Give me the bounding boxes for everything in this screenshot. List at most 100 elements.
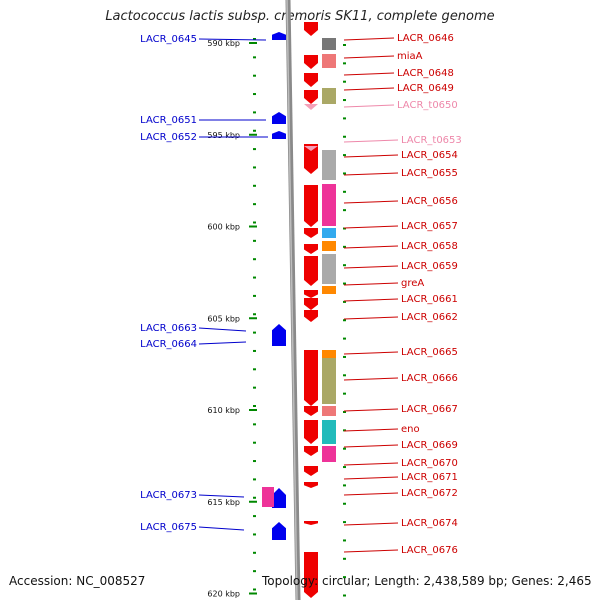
scale-tick (253, 441, 256, 444)
forward-gene-glyph (304, 420, 318, 444)
label-leader-line (343, 549, 399, 553)
forward-gene-glyph (304, 466, 318, 476)
scale-tick (343, 99, 346, 102)
label-leader-line (198, 327, 247, 332)
label-leader-line (343, 408, 399, 412)
label-leader-line (343, 139, 399, 143)
forward-gene-glyph (304, 482, 318, 488)
gene-class-block (322, 358, 336, 404)
scale-tick (253, 148, 256, 151)
backbone-line (285, 0, 301, 600)
reverse-gene-label: LACR_0673 (140, 490, 197, 501)
gene-class-block (322, 184, 336, 226)
scale-tick (343, 355, 346, 358)
scale-tick (253, 294, 256, 297)
gene-class-block (322, 241, 336, 251)
scale-major-tick (249, 42, 257, 44)
scale-tick (343, 337, 346, 340)
reverse-gene-label: LACR_0675 (140, 522, 197, 533)
forward-gene-label: LACR_0665 (401, 347, 458, 358)
label-leader-line (343, 245, 399, 249)
label-leader-line (198, 494, 245, 498)
forward-gene-glyph (304, 55, 318, 69)
reverse-gene-label: LACR_0663 (140, 323, 197, 334)
gene-class-block (322, 150, 336, 180)
reverse-gene-glyph (272, 340, 286, 346)
label-leader-line (343, 462, 399, 466)
reverse-gene-label: LACR_0664 (140, 339, 197, 350)
label-leader-line (343, 172, 399, 176)
label-leader-line (343, 282, 399, 286)
gene-class-block (322, 446, 336, 462)
scale-major-tick (249, 592, 257, 595)
scale-major-tick (249, 317, 257, 320)
scale-tick (343, 319, 346, 322)
gene-class-block (322, 254, 336, 284)
scale-tick (253, 203, 256, 206)
label-leader-line (343, 351, 399, 355)
scale-tick (343, 190, 346, 193)
scale-tick (343, 447, 346, 450)
trna-label: LACR_t0650 (397, 100, 458, 111)
forward-gene-label: LACR_0661 (401, 294, 458, 305)
forward-gene-glyph (304, 552, 318, 598)
gene-class-block (322, 406, 336, 416)
label-leader-line (343, 87, 395, 91)
scale-tick (253, 349, 256, 352)
topology-text: Topology: circular; Length: 2,438,589 bp… (262, 574, 592, 588)
gene-class-block (322, 228, 336, 238)
forward-gene-label: LACR_0667 (401, 404, 458, 415)
scale-label: 615 kbp (207, 498, 240, 507)
forward-gene-label: LACR_0649 (397, 83, 454, 94)
scale-major-tick (249, 225, 257, 228)
forward-gene-glyph (304, 290, 318, 298)
forward-gene-label: LACR_0669 (401, 440, 458, 451)
scale-major-tick (249, 133, 257, 136)
forward-gene-label: LACR_0671 (401, 472, 458, 483)
scale-tick (253, 405, 256, 407)
scale-tick (343, 374, 346, 377)
scale-tick (253, 56, 256, 59)
scale-tick (343, 135, 346, 138)
scale-tick (253, 478, 256, 481)
forward-gene-label: LACR_0655 (401, 168, 458, 179)
scale-tick (253, 533, 256, 536)
label-leader-line (343, 104, 395, 108)
scale-label: 610 kbp (207, 406, 240, 415)
label-leader-line (198, 38, 267, 41)
trna-glyph (304, 146, 318, 151)
label-leader-line (343, 492, 399, 496)
scale-tick (253, 93, 256, 96)
forward-gene-label: LACR_0648 (397, 68, 454, 79)
reverse-gene-glyph (272, 324, 286, 342)
scale-tick (343, 466, 346, 469)
scale-major-tick (249, 500, 257, 503)
scale-tick (343, 539, 346, 542)
scale-tick (343, 117, 346, 120)
forward-gene-label: LACR_0654 (401, 150, 458, 161)
scale-tick (253, 368, 256, 371)
scale-tick (343, 557, 346, 560)
scale-tick (343, 80, 346, 83)
scale-tick (343, 521, 346, 524)
reverse-gene-glyph (272, 112, 286, 124)
reverse-gene-label: LACR_0645 (140, 34, 197, 45)
forward-gene-glyph (304, 256, 318, 286)
trna-glyph (304, 104, 318, 110)
forward-gene-glyph (304, 22, 318, 36)
scale-tick (343, 392, 346, 395)
accession-text: Accession: NC_008527 (9, 574, 146, 588)
forward-gene-glyph (304, 521, 318, 525)
forward-gene-glyph (304, 350, 318, 406)
scale-tick (253, 221, 256, 224)
scale-tick (253, 129, 256, 132)
gene-class-block (322, 88, 336, 104)
scale-tick (253, 258, 256, 261)
label-leader-line (343, 55, 395, 59)
label-leader-line (343, 444, 399, 448)
scale-tick (253, 551, 256, 554)
scale-labels: 590 kbp 595 kbp 600 kbp 605 kbp 610 kbp 615 k… (207, 39, 240, 599)
forward-gene-glyph (304, 228, 318, 238)
